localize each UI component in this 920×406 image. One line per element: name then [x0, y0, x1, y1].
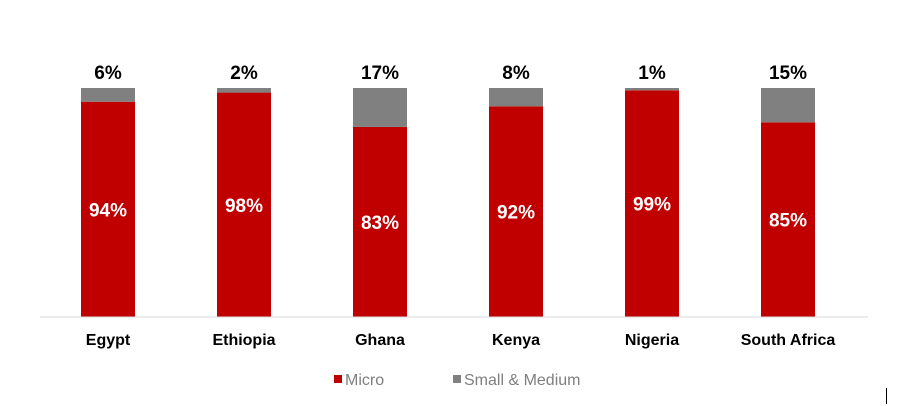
data-label-small-medium-nigeria: 1%	[638, 63, 666, 84]
bar-micro-ghana	[353, 126, 407, 318]
bar-micro-kenya	[489, 106, 543, 317]
bar-micro-south-africa	[761, 122, 815, 317]
bar-micro-nigeria	[625, 90, 679, 317]
legend-label-small-medium: Small & Medium	[464, 372, 580, 389]
category-label-nigeria: Nigeria	[625, 332, 679, 349]
legend-swatch-small-medium	[453, 375, 461, 383]
bar-small-medium-nigeria	[625, 88, 679, 91]
category-label-south-africa: South Africa	[741, 332, 836, 349]
bar-small-medium-ghana	[353, 88, 407, 127]
data-label-micro-egypt: 94%	[89, 200, 127, 221]
category-label-kenya: Kenya	[492, 332, 540, 349]
labels-group: 94% 6% 98% 2% 83% 17% 92% 8% 99% 1% 85% 15%	[89, 63, 807, 234]
data-label-small-medium-kenya: 8%	[502, 63, 530, 84]
bar-small-medium-south-africa	[761, 88, 815, 123]
legend-label-micro: Micro	[345, 372, 384, 389]
bar-small-medium-kenya	[489, 88, 543, 107]
legend-swatch-micro	[334, 375, 342, 383]
category-label-ghana: Ghana	[355, 332, 405, 349]
bar-small-medium-ethiopia	[217, 88, 271, 93]
bar-micro-ethiopia	[217, 92, 271, 317]
data-label-small-medium-south-africa: 15%	[769, 63, 807, 84]
category-label-egypt: Egypt	[86, 332, 131, 349]
legend: Micro Small & Medium	[334, 372, 580, 389]
bar-small-medium-egypt	[81, 88, 135, 102]
data-label-small-medium-ghana: 17%	[361, 63, 399, 84]
bars-group	[81, 88, 815, 318]
category-label-ethiopia: Ethiopia	[212, 332, 275, 349]
data-label-small-medium-ethiopia: 2%	[230, 63, 258, 84]
data-label-micro-nigeria: 99%	[633, 195, 671, 216]
data-label-micro-ethiopia: 98%	[225, 196, 263, 217]
data-label-micro-south-africa: 85%	[769, 211, 807, 232]
category-labels: Egypt Ethiopia Ghana Kenya Nigeria South Afri…	[86, 332, 836, 349]
bar-micro-egypt	[81, 101, 135, 318]
data-label-micro-kenya: 92%	[497, 203, 535, 224]
data-label-micro-ghana: 83%	[361, 213, 399, 234]
data-label-small-medium-egypt: 6%	[94, 63, 122, 84]
